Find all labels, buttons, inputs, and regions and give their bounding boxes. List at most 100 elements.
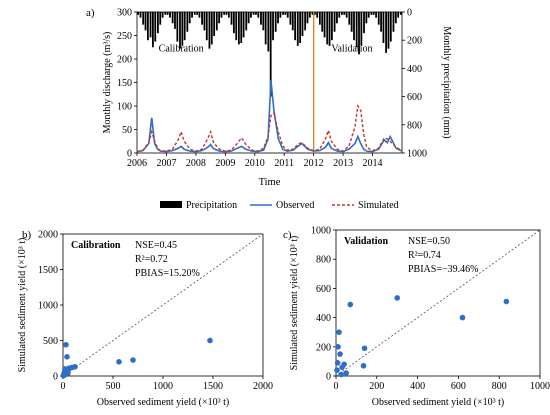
precipitation-bar bbox=[348, 12, 351, 25]
precipitation-bar bbox=[264, 12, 267, 45]
stat-line: R²=0.74 bbox=[408, 250, 441, 261]
precipitation-bar bbox=[294, 12, 297, 41]
precipitation-bar bbox=[157, 12, 159, 34]
precipitation-bar bbox=[336, 12, 338, 24]
panel-b-plot: 0 500 1000 1500 2000 0 500 1000 1500 2000 Observed… bbox=[17, 230, 273, 409]
data-point bbox=[336, 329, 342, 336]
precipitation-bar bbox=[382, 12, 385, 44]
precipitation-bar bbox=[363, 12, 365, 34]
precipitation-bar bbox=[301, 12, 304, 36]
precipitation-bar bbox=[321, 12, 324, 32]
precipitation-bar bbox=[370, 12, 373, 15]
precipitation-bar bbox=[272, 12, 274, 41]
panel-title-box: Validation bbox=[344, 236, 389, 247]
precipitation-bar bbox=[267, 12, 270, 52]
precipitation-bar bbox=[210, 12, 213, 45]
data-point bbox=[394, 295, 401, 301]
y-tick-label: 200 bbox=[316, 342, 331, 353]
precipitation-bar bbox=[274, 12, 277, 32]
precipitation-bar bbox=[215, 12, 218, 31]
x-tick-label: 2009 bbox=[215, 158, 235, 169]
panel-a-legend: Precipitation Observed Simulated bbox=[160, 200, 399, 211]
precipitation-bar bbox=[284, 12, 287, 15]
precipitation-bar bbox=[299, 12, 302, 44]
panel-a-series-lines bbox=[136, 80, 403, 153]
panel-c-label: c) bbox=[283, 229, 292, 241]
y-left-tick-label: 50 bbox=[122, 125, 132, 136]
x-tick-label: 400 bbox=[410, 381, 425, 392]
x-tick-label: 200 bbox=[369, 381, 384, 392]
x-tick-label: 1500 bbox=[203, 381, 223, 392]
y-left-tick-label: 200 bbox=[117, 55, 132, 66]
x-tick-label: 2013 bbox=[333, 158, 353, 169]
precipitation-bar bbox=[353, 12, 355, 41]
panel-b-calibration-scatter: b) 0 500 1000 1500 2000 0 500 1000 1500 2000 Obser… bbox=[17, 229, 273, 408]
precipitation-bar bbox=[279, 12, 282, 18]
data-point bbox=[338, 371, 344, 378]
precipitation-bar bbox=[345, 12, 348, 18]
precipitation-bar bbox=[154, 12, 157, 42]
panel-a-label: a) bbox=[86, 7, 95, 19]
y-tick-label: 1500 bbox=[38, 265, 58, 276]
precipitation-bar bbox=[188, 12, 191, 24]
precipitation-bar bbox=[328, 12, 331, 46]
precipitation-bar bbox=[318, 12, 321, 25]
precipitation-bar bbox=[176, 12, 179, 42]
stat-line: PBIAS=−39.46% bbox=[408, 264, 478, 275]
x-tick-label: 500 bbox=[106, 381, 121, 392]
precipitation-bar bbox=[213, 12, 216, 36]
precipitation-bar bbox=[311, 12, 314, 15]
precipitation-bar bbox=[367, 12, 370, 18]
precipitation-bar bbox=[220, 12, 223, 18]
x-axis-label: Time bbox=[259, 177, 281, 188]
data-point bbox=[65, 370, 71, 376]
x-tick-label: 2006 bbox=[127, 158, 147, 169]
y-right-tick-label: 0 bbox=[407, 8, 412, 19]
simulated-line bbox=[136, 104, 403, 153]
precipitation-bar bbox=[144, 12, 147, 31]
data-point bbox=[503, 298, 510, 305]
precipitation-bar bbox=[323, 12, 326, 38]
x-tick-label: 0 bbox=[61, 381, 66, 392]
precipitation-bar bbox=[333, 12, 336, 32]
legend-swatch-precipitation bbox=[160, 201, 182, 208]
x-tick-label: 600 bbox=[451, 381, 466, 392]
precipitation-bar bbox=[174, 12, 176, 29]
y-tick-label: 600 bbox=[316, 284, 331, 295]
precipitation-bar bbox=[291, 12, 294, 31]
stat-line: R²=0.72 bbox=[135, 254, 168, 265]
precipitation-bar bbox=[262, 12, 265, 31]
y-right-axis-label: Monthly precipitation (mm) bbox=[441, 26, 452, 138]
x-axis-label: Observed sediment yield (×10³ t) bbox=[372, 397, 505, 408]
y-left-tick-label: 150 bbox=[117, 78, 132, 89]
precipitation-bar bbox=[387, 12, 390, 49]
precipitation-bar bbox=[245, 12, 248, 31]
precipitation-bar bbox=[166, 12, 169, 15]
precipitation-bar bbox=[146, 12, 149, 41]
precipitation-bar bbox=[237, 12, 240, 45]
panel-c-plot: 0 200 400 600 800 1000 0 200 400 600 800 1000 Observ… bbox=[289, 226, 550, 409]
precipitation-bar bbox=[394, 12, 397, 24]
y-tick-label: 500 bbox=[43, 336, 58, 347]
y-left-tick-label: 300 bbox=[117, 8, 132, 19]
y-axis-label: Simulated sediment yield (×10³ t) bbox=[289, 236, 300, 371]
precipitation-bar bbox=[247, 12, 250, 24]
precipitation-bar bbox=[306, 12, 309, 24]
y-left-tick-label: 0 bbox=[127, 149, 132, 160]
precipitation-bar bbox=[257, 12, 260, 18]
data-point bbox=[347, 301, 354, 308]
x-tick-label: 0 bbox=[334, 381, 339, 392]
y-tick-label: 2000 bbox=[38, 230, 58, 241]
panel-b-label: b) bbox=[22, 229, 32, 241]
precipitation-bar bbox=[380, 12, 382, 32]
y-right-tick-label: 200 bbox=[407, 36, 422, 47]
precipitation-bar bbox=[360, 12, 363, 46]
y-right-tick-label: 600 bbox=[407, 92, 422, 103]
data-point bbox=[130, 357, 136, 363]
x-tick-label: 1000 bbox=[153, 381, 173, 392]
precipitation-bar bbox=[196, 12, 198, 15]
x-tick-label: 2007 bbox=[156, 158, 176, 169]
data-point bbox=[343, 370, 350, 376]
precipitation-bar bbox=[296, 12, 299, 46]
precipitation-bar bbox=[385, 12, 387, 53]
